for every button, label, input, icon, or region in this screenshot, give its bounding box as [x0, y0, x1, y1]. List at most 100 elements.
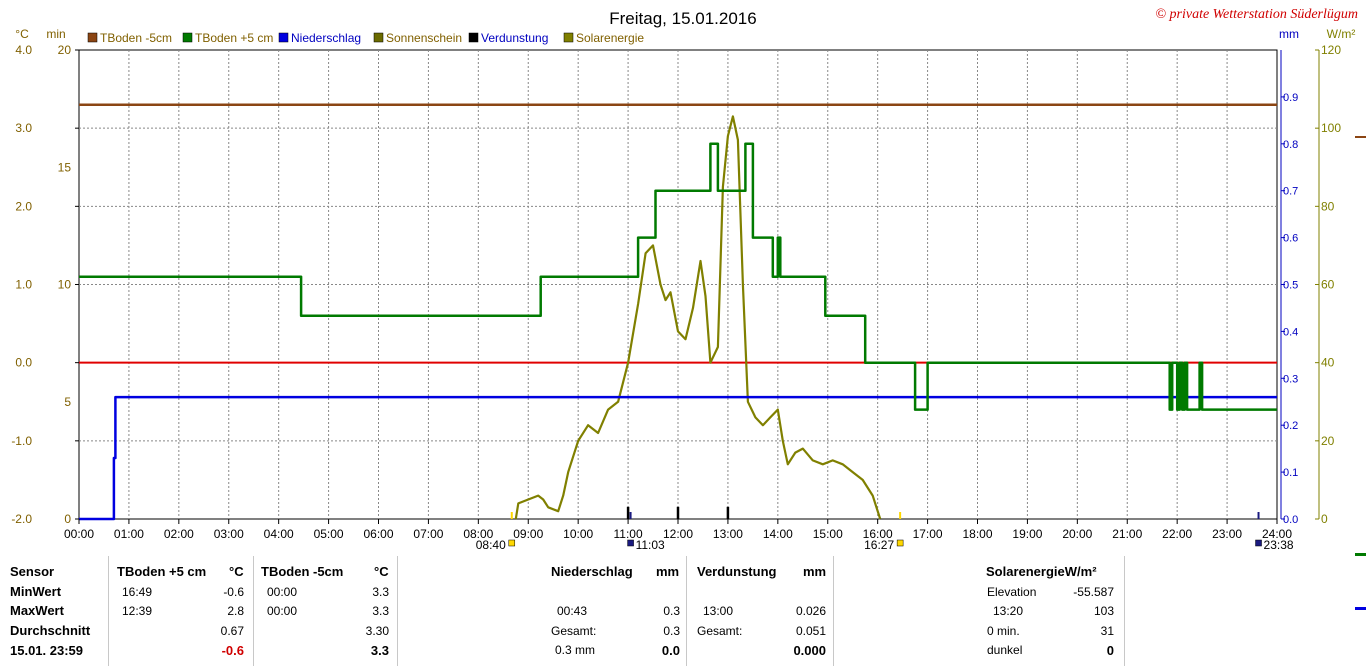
x-tick-label: 20:00 [1062, 527, 1092, 541]
tbm5-avg: 3.30 [365, 624, 389, 638]
solar-max: 103 [1093, 604, 1114, 618]
solar-elev-label: Elevation [987, 585, 1037, 599]
legend-swatch [563, 32, 574, 43]
minutes-tick-label: 5 [64, 395, 71, 409]
time-marker-icon [508, 539, 516, 547]
chart-grid [78, 49, 1278, 520]
solar-min-val: 31 [1100, 624, 1114, 638]
wm2-tick-label: 60 [1321, 278, 1335, 292]
weather-chart: 00:00 01:00 02:00 03:00 04:00 05:00 06:00 07:00… [11, 7, 1358, 552]
x-tick-label: 12:00 [663, 527, 693, 541]
x-tick-label: 24:00 [1262, 527, 1292, 541]
time-marker-icon [1255, 539, 1262, 547]
tbm5-min: 3.3 [372, 585, 389, 599]
x-tick-label: 23:00 [1212, 527, 1242, 541]
time-marker-label: 11:03 [636, 538, 665, 552]
x-tick-label: 21:00 [1112, 527, 1142, 541]
chart-series [79, 103, 1277, 521]
mm-tick-label: 0.3 [1283, 373, 1298, 385]
celsius-tick-label: 3.0 [15, 121, 32, 135]
side-mark-blue [1355, 607, 1366, 610]
tb5-now: -0.6 [221, 643, 244, 658]
celsius-tick-label: 2.0 [15, 199, 32, 213]
chart-ticks: 00:00 01:00 02:00 03:00 04:00 05:00 06:00 07:00… [11, 27, 1355, 541]
mm-tick-label: 0.1 [1283, 467, 1298, 479]
celsius-tick-label: 0.0 [15, 356, 32, 370]
celsius-unit: °C [15, 27, 29, 41]
legend-label: Niederschlag [291, 31, 361, 45]
wm2-unit: W/m² [1327, 27, 1356, 41]
tbm5-max: 3.3 [372, 604, 389, 618]
tb5-unit: °C [229, 564, 244, 579]
minutes-tick-label: 0 [64, 512, 71, 526]
minutes-tick-label: 10 [58, 278, 72, 292]
x-tick-label: 02:00 [164, 527, 194, 541]
legend-label: TBoden -5cm [100, 31, 172, 45]
nied-unit: mm [656, 564, 680, 579]
celsius-tick-label: -2.0 [11, 512, 32, 526]
nied-sum-label: Gesamt: [551, 624, 597, 638]
mm-unit: mm [1279, 27, 1299, 41]
verd-max: 0.026 [795, 604, 826, 618]
minutes-tick-label: 20 [58, 43, 72, 57]
x-tick-label: 08:00 [463, 527, 493, 541]
x-tick-label: 14:00 [763, 527, 793, 541]
tbm5-unit: °C [374, 564, 389, 579]
chart-legend: TBoden -5cm TBoden +5 cm Niederschlag Sonne… [87, 31, 644, 45]
nied-sum: 0.3 [663, 624, 680, 638]
side-mark-green [1355, 553, 1366, 556]
x-tick-label: 10:00 [563, 527, 593, 541]
mm-tick-label: 0.6 [1283, 233, 1298, 245]
x-tick-label: 05:00 [314, 527, 344, 541]
x-tick-label: 09:00 [513, 527, 543, 541]
row-max-label: MaxWert [10, 603, 64, 618]
wm2-tick-label: 20 [1321, 434, 1335, 448]
tb5-min-time: 16:49 [122, 585, 153, 599]
x-tick-label: 18:00 [962, 527, 992, 541]
x-tick-label: 16:00 [863, 527, 893, 541]
celsius-tick-label: -1.0 [11, 434, 32, 448]
copyright-text: © private Wetterstation Süderlügum [1155, 7, 1358, 22]
mm-tick-label: 0.8 [1283, 139, 1298, 151]
legend-swatch [87, 32, 98, 43]
solar-header-unit: W/m² [1064, 564, 1097, 579]
solar-max-time: 13:20 [993, 604, 1024, 618]
x-tick-label: 03:00 [214, 527, 244, 541]
solar-header: SolarenergieW/m² [986, 564, 1097, 579]
x-tick-label: 17:00 [913, 527, 943, 541]
verd-max-time: 13:00 [703, 604, 734, 618]
tb5-max-time: 12:39 [122, 604, 153, 618]
solar-dark-label: dunkel [987, 643, 1023, 657]
time-marker-label: 16:27 [864, 538, 894, 552]
celsius-tick-label: 1.0 [15, 278, 32, 292]
legend-label: TBoden +5 cm [195, 31, 273, 45]
tbm5-max-time: 00:00 [267, 604, 298, 618]
mm-tick-label: 0.0 [1283, 514, 1298, 526]
row-avg-label: Durchschnitt [10, 623, 91, 638]
x-tick-label: 04:00 [264, 527, 294, 541]
wm2-tick-label: 120 [1321, 43, 1341, 57]
x-tick-label: 06:00 [363, 527, 393, 541]
row-now-label: 15.01. 23:59 [10, 643, 84, 658]
verd-sum-label: Gesamt: [697, 624, 743, 638]
x-tick-label: 15:00 [813, 527, 843, 541]
legend-label: Verdunstung [481, 31, 548, 45]
solar-min-label: 0 min. [987, 624, 1020, 638]
time-marker-icon [896, 539, 904, 547]
series-line-5 [514, 115, 882, 520]
time-marker-icon [627, 539, 634, 547]
legend-swatch [468, 32, 479, 43]
legend-swatch [278, 32, 289, 43]
x-tick-label: 13:00 [713, 527, 743, 541]
series-line-1 [79, 142, 1277, 411]
tb5-avg: 0.67 [220, 624, 244, 638]
legend-label: Solarenergie [576, 31, 644, 45]
celsius-tick-label: 4.0 [15, 43, 32, 57]
row-min-label: MinWert [10, 584, 62, 599]
solar-header-name: Solarenergie [986, 564, 1065, 579]
wm2-tick-label: 80 [1321, 199, 1335, 213]
verd-now: 0.000 [793, 643, 826, 658]
minutes-tick-label: 15 [58, 160, 72, 174]
side-mark-brown [1355, 136, 1366, 138]
tb5-min: -0.6 [223, 585, 244, 599]
